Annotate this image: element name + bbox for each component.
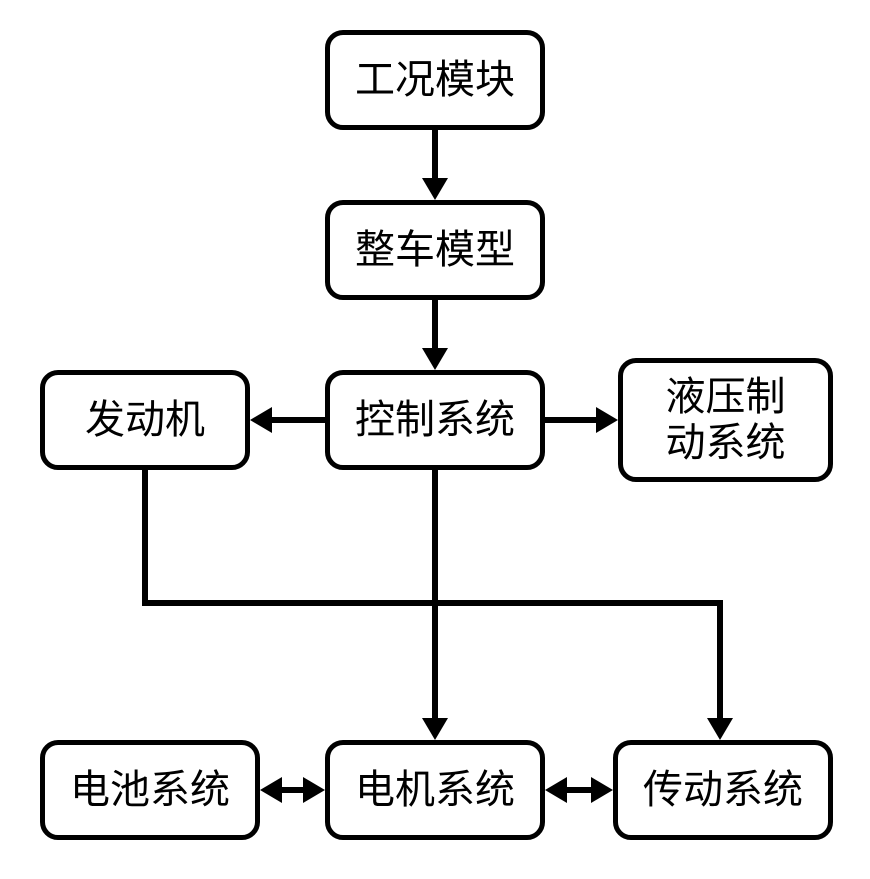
edge-n3-n8-h <box>432 600 723 606</box>
node-n3: 控制系统 <box>325 370 545 470</box>
node-n5: 液压制动系统 <box>618 358 833 482</box>
edge-n7-n8 <box>565 787 593 793</box>
edge-n4-n7-v <box>142 470 148 606</box>
edge-n7-n8-arrow-r <box>591 777 613 803</box>
edge-n1-n2 <box>432 130 438 180</box>
edge-n7-n8-arrow-l <box>545 777 567 803</box>
edge-n6-n7 <box>280 787 305 793</box>
edge-n2-n3 <box>432 300 438 350</box>
edge-n4-n7-h <box>142 600 435 606</box>
node-n1: 工况模块 <box>325 30 545 130</box>
edge-n1-n2-arrow <box>422 178 448 200</box>
edge-n3-n4 <box>270 417 325 423</box>
edge-n3-n7-arrow <box>422 718 448 740</box>
edge-n3-n7 <box>432 470 438 720</box>
edge-n6-n7-arrow-l <box>260 777 282 803</box>
edge-n3-n4-arrow <box>250 407 272 433</box>
edge-n3-n8-arrow <box>707 718 733 740</box>
edge-n3-n5 <box>545 417 598 423</box>
node-n2: 整车模型 <box>325 200 545 300</box>
node-n7: 电机系统 <box>325 740 545 840</box>
edge-n3-n5-arrow <box>596 407 618 433</box>
edge-n6-n7-arrow-r <box>303 777 325 803</box>
edge-n2-n3-arrow <box>422 348 448 370</box>
node-n6: 电池系统 <box>40 740 260 840</box>
edge-n3-n8-v <box>717 600 723 720</box>
node-n4: 发动机 <box>40 370 250 470</box>
node-n8: 传动系统 <box>613 740 833 840</box>
